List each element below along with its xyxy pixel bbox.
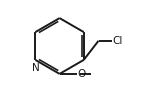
Text: Cl: Cl (113, 36, 123, 46)
Text: O: O (77, 69, 86, 79)
Text: N: N (32, 63, 39, 73)
